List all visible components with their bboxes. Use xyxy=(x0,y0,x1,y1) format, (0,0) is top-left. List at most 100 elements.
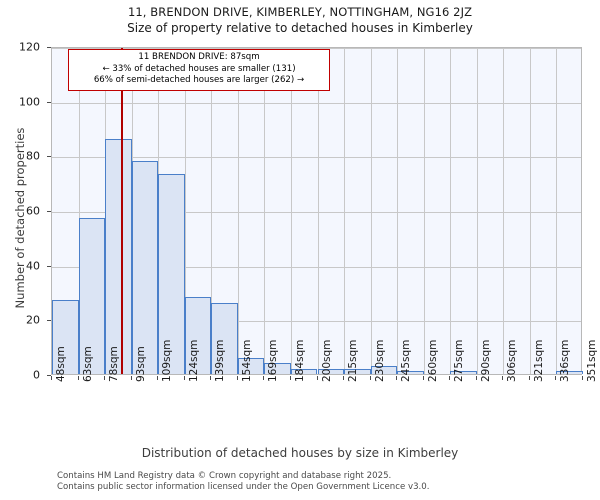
gridline-vertical xyxy=(184,48,186,374)
y-tick-mark xyxy=(47,47,51,48)
x-tick-mark xyxy=(77,376,79,380)
bar xyxy=(264,363,291,374)
gridline-horizontal xyxy=(52,321,581,323)
x-tick-mark xyxy=(51,376,52,380)
x-tick-mark xyxy=(130,376,132,380)
x-tick-label: 215sqm xyxy=(347,339,360,382)
bar xyxy=(131,160,159,374)
gridline-horizontal xyxy=(52,212,581,213)
x-tick-mark xyxy=(422,376,424,380)
y-tick-label: 20 xyxy=(26,313,40,327)
gridline-horizontal xyxy=(52,48,581,49)
x-tick-label: 200sqm xyxy=(320,339,333,382)
y-tick-mark xyxy=(47,156,51,158)
x-tick-mark xyxy=(369,376,371,380)
bar xyxy=(211,302,238,374)
y-tick-mark xyxy=(47,211,51,212)
bar xyxy=(105,138,132,374)
x-tick-label: 245sqm xyxy=(400,339,413,382)
bar xyxy=(158,174,185,374)
bar xyxy=(344,368,371,374)
gridline-vertical xyxy=(264,48,266,374)
gridline-vertical xyxy=(529,48,531,374)
x-tick-label: 48sqm xyxy=(55,346,67,382)
gridline-vertical xyxy=(237,48,239,374)
footer-line-2: Contains public sector information licen… xyxy=(57,481,430,492)
gridline-vertical xyxy=(78,48,80,374)
gridline-horizontal xyxy=(52,102,581,104)
y-tick-mark xyxy=(47,320,51,322)
bar xyxy=(52,300,79,374)
x-tick-label: 109sqm xyxy=(161,339,174,382)
footer-line-1: Contains HM Land Registry data © Crown c… xyxy=(57,471,392,481)
gridline-vertical xyxy=(370,48,372,374)
x-tick-mark xyxy=(210,376,212,380)
x-tick-label: 78sqm xyxy=(108,346,121,382)
x-tick-label: 139sqm xyxy=(214,339,227,382)
footer-attribution: Contains HM Land Registry data © Crown c… xyxy=(57,471,597,492)
x-tick-mark xyxy=(396,376,398,380)
x-tick-label: 321sqm xyxy=(532,339,545,382)
bar xyxy=(184,297,212,374)
x-tick-label: 260sqm xyxy=(426,339,439,382)
bar xyxy=(317,368,345,374)
x-tick-label: 230sqm xyxy=(373,339,386,382)
gridline-vertical xyxy=(344,48,346,374)
y-tick-label: 60 xyxy=(26,204,40,218)
gridline-vertical xyxy=(290,48,292,374)
y-tick-label: 80 xyxy=(26,149,40,163)
x-tick-mark xyxy=(289,376,291,380)
x-tick-label: 306sqm xyxy=(506,339,519,382)
bar xyxy=(397,371,424,374)
y-tick-mark xyxy=(47,265,51,267)
property-marker-line xyxy=(121,48,124,374)
y-axis-label: Number of detached properties xyxy=(13,127,27,309)
gridline-vertical xyxy=(556,48,558,374)
gridline-vertical xyxy=(423,48,425,374)
y-tick-mark xyxy=(47,375,51,376)
title-block: 11, BRENDON DRIVE, KIMBERLEY, NOTTINGHAM… xyxy=(0,4,600,37)
bar xyxy=(370,365,398,374)
x-tick-mark xyxy=(183,376,185,380)
bar xyxy=(78,218,106,374)
x-tick-mark xyxy=(502,376,504,380)
bar-series xyxy=(52,48,583,374)
x-tick-mark xyxy=(449,376,451,380)
y-axis-ticks: 0 20 40 60 80 100 120 xyxy=(0,0,46,500)
x-tick-label: 154sqm xyxy=(240,339,253,382)
gridline-vertical xyxy=(211,48,213,374)
x-tick-mark xyxy=(475,376,477,380)
x-tick-label: 290sqm xyxy=(479,339,492,382)
gridline-horizontal xyxy=(52,266,581,268)
x-tick-label: 124sqm xyxy=(187,339,200,382)
bar xyxy=(556,371,583,374)
x-tick-mark xyxy=(263,376,265,380)
x-tick-label: 351sqm xyxy=(586,339,598,382)
x-tick-label: 93sqm xyxy=(134,346,147,382)
y-tick-label: 40 xyxy=(26,259,40,273)
page-title: 11, BRENDON DRIVE, KIMBERLEY, NOTTINGHAM… xyxy=(127,5,473,19)
x-tick-label: 336sqm xyxy=(559,339,572,382)
x-axis-label: Distribution of detached houses by size … xyxy=(141,446,459,460)
y-tick-label: 100 xyxy=(19,95,40,109)
x-axis-ticks: 48sqm 63sqm 78sqm 93sqm 109sqm 124sqm 139sqm 15… xyxy=(0,340,600,447)
plot-area xyxy=(51,47,583,375)
bar xyxy=(237,357,265,374)
x-tick-mark xyxy=(528,376,530,380)
x-tick-label: 63sqm xyxy=(81,346,94,382)
x-tick-label: 184sqm xyxy=(293,339,306,382)
y-tick-mark xyxy=(47,101,51,103)
gridline-vertical xyxy=(317,48,319,374)
x-tick-mark xyxy=(104,376,106,380)
x-tick-label: 275sqm xyxy=(453,339,466,382)
annotation-line-3: 66% of semi-detached houses are larger (… xyxy=(93,75,305,85)
bar xyxy=(290,368,318,374)
x-tick-mark xyxy=(316,376,318,380)
gridline-horizontal xyxy=(52,157,581,159)
x-tick-label: 169sqm xyxy=(267,339,280,382)
annotation-box: 11 BRENDON DRIVE: 87sqm ← 33% of detache… xyxy=(68,49,330,91)
x-tick-mark xyxy=(343,376,345,380)
y-tick-label: 120 xyxy=(19,40,40,54)
gridline-vertical xyxy=(397,48,399,374)
x-tick-mark xyxy=(157,376,159,380)
